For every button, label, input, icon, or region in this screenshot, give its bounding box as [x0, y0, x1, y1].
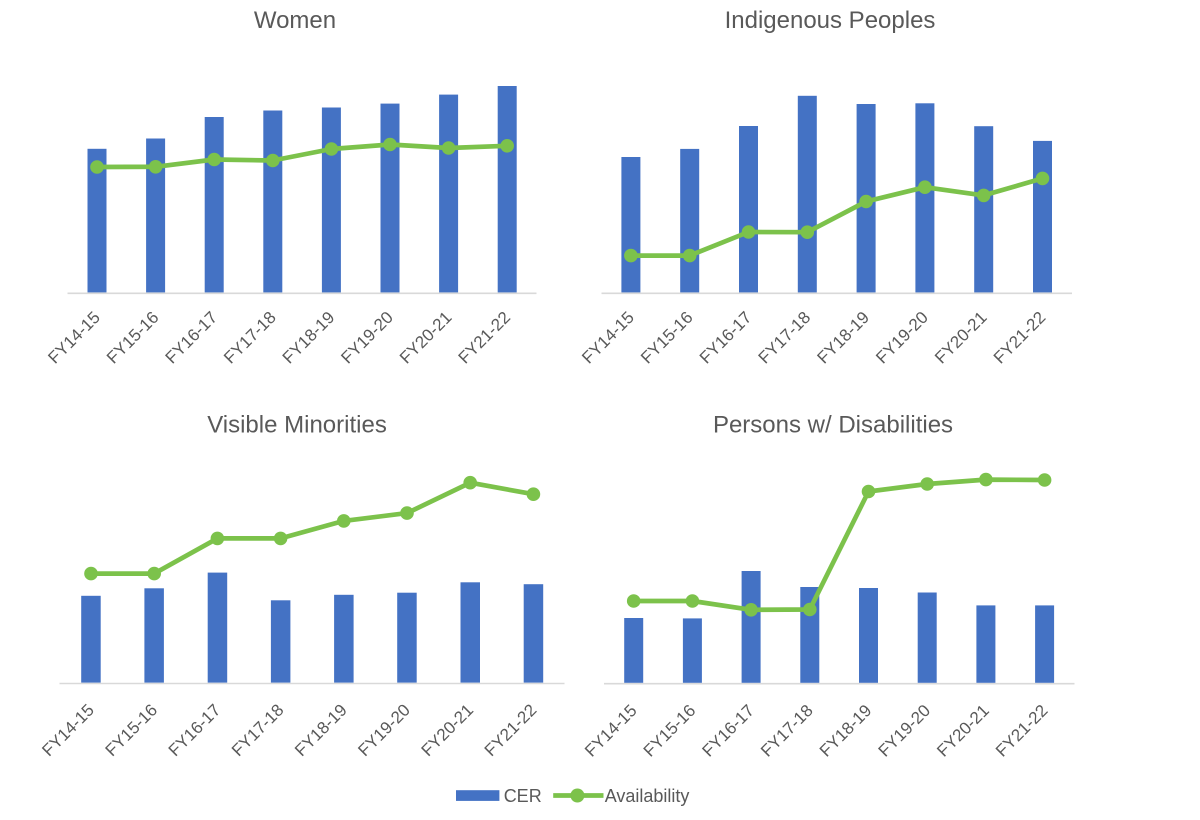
svg-text:Persons w/ Disabilities: Persons w/ Disabilities	[713, 412, 953, 439]
svg-text:Visible Minorities: Visible Minorities	[207, 412, 387, 439]
svg-text:CER: CER	[504, 786, 542, 806]
svg-text:Indigenous Peoples: Indigenous Peoples	[725, 7, 936, 34]
svg-text:Women: Women	[254, 7, 336, 34]
svg-text:Availability: Availability	[605, 786, 690, 806]
